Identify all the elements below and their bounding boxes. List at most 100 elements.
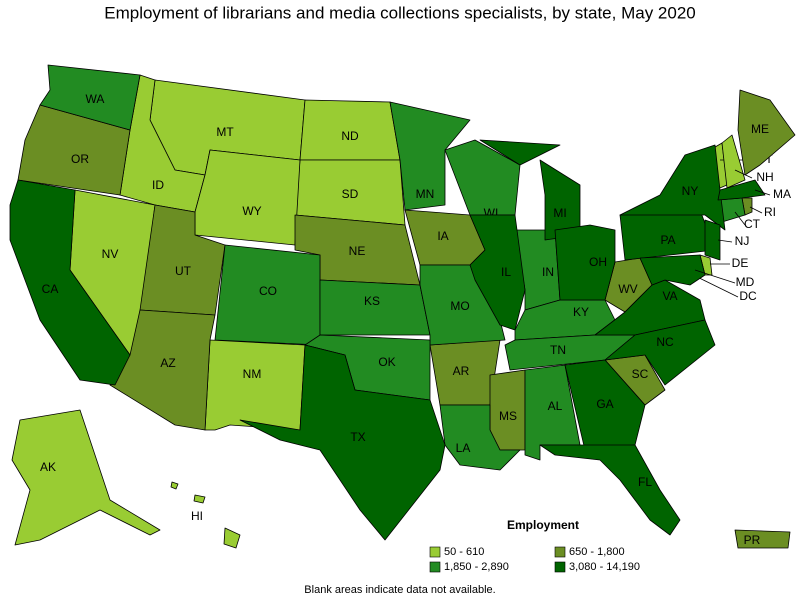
state: GA [564, 359, 646, 451]
state-shape [704, 219, 721, 261]
state-label: NV [102, 247, 119, 261]
state-shape [539, 444, 681, 536]
state-label: RI [764, 205, 776, 219]
state: CO [214, 244, 321, 346]
state-label: UT [175, 264, 192, 278]
state-shape [239, 344, 446, 541]
title: Employment of librarians and media colle… [104, 3, 696, 22]
state-label: OH [589, 255, 607, 269]
state-shape [619, 144, 726, 231]
state-label: DE [732, 256, 749, 270]
state-label: AR [453, 364, 470, 378]
state-shape [170, 481, 179, 490]
state-label: KS [364, 294, 380, 308]
state-shape [194, 149, 301, 246]
state: OR [17, 104, 131, 196]
state-label: WA [86, 92, 105, 106]
state-shape [564, 359, 646, 451]
state-label: IN [542, 265, 554, 279]
state: SC [604, 354, 666, 406]
state-label: IL [501, 265, 511, 279]
legend-swatch [429, 561, 441, 573]
state-shape [39, 64, 141, 131]
state-label: CT [744, 217, 761, 231]
state-shape [9, 179, 131, 386]
state-label: ME [751, 122, 769, 136]
state-label: NC [656, 335, 674, 349]
state-label: DC [739, 289, 757, 303]
state-shape [554, 224, 616, 301]
state: MA [717, 179, 791, 201]
state: WY [194, 149, 301, 246]
state-label: IA [437, 229, 448, 243]
state: MI [479, 139, 581, 241]
state-label: TX [350, 430, 365, 444]
state: VA [594, 279, 706, 336]
state-shape [204, 339, 306, 431]
state-label: MN [416, 187, 435, 201]
state-label: NY [682, 184, 699, 198]
legend-label: 1,850 - 2,890 [444, 561, 509, 573]
state-label: OK [378, 355, 395, 369]
state-label: SC [632, 367, 649, 381]
legend-label: 3,080 - 14,190 [569, 561, 640, 573]
state-label: CO [259, 284, 277, 298]
state: WA [39, 64, 141, 131]
state-shape [11, 409, 161, 546]
state-label: MS [499, 409, 517, 423]
state-label: CA [42, 282, 59, 296]
state: MD [639, 254, 755, 289]
state: DE [699, 254, 749, 276]
state-shape [604, 319, 716, 386]
state-label: HI [191, 509, 203, 523]
state-label: MD [736, 275, 755, 289]
state: HI [170, 481, 241, 549]
state-label: AZ [160, 356, 175, 370]
state: AR [429, 339, 501, 406]
state-shape [193, 494, 206, 504]
state-label: ND [341, 129, 359, 143]
state-label: MA [773, 187, 791, 201]
state-shape [734, 529, 791, 549]
footnote: Blank areas indicate data not available. [304, 584, 495, 596]
state-label: PA [660, 233, 675, 247]
state-label: PR [744, 533, 761, 547]
state-label: KY [573, 305, 589, 319]
state: NJ [704, 219, 750, 261]
state: RI [741, 197, 776, 219]
state: KS [319, 279, 431, 336]
state-shape [717, 179, 766, 201]
legend-title: Employment [507, 518, 579, 532]
state-label: NH [756, 170, 773, 184]
state: SD [294, 159, 406, 226]
state: NC [604, 319, 716, 386]
legend-label: 50 - 610 [444, 546, 484, 558]
state: TX [239, 344, 446, 541]
state-shape [439, 404, 521, 471]
state-label: GA [596, 397, 613, 411]
state-shape [737, 89, 796, 176]
legend-label: 650 - 1,800 [569, 546, 625, 558]
state-shape [721, 134, 746, 189]
state-label: AL [548, 399, 563, 413]
state: ME [737, 89, 796, 176]
state: MN [389, 101, 471, 211]
state: OH [554, 224, 616, 301]
state-shape [223, 527, 241, 549]
legend-swatch [554, 561, 566, 573]
state: PA [619, 209, 716, 261]
state-label: NM [243, 367, 262, 381]
state-label: MT [216, 125, 234, 139]
state: FL [539, 444, 681, 536]
state-label: WY [242, 204, 261, 218]
state-label: VA [662, 289, 677, 303]
state-label: SD [342, 187, 359, 201]
state-label: NJ [735, 234, 750, 248]
state-label: ID [152, 178, 164, 192]
state: MS [489, 369, 526, 451]
state: IL [469, 214, 526, 331]
state: NM [204, 339, 306, 431]
legend-swatch [554, 546, 566, 558]
state: NY [619, 144, 726, 231]
